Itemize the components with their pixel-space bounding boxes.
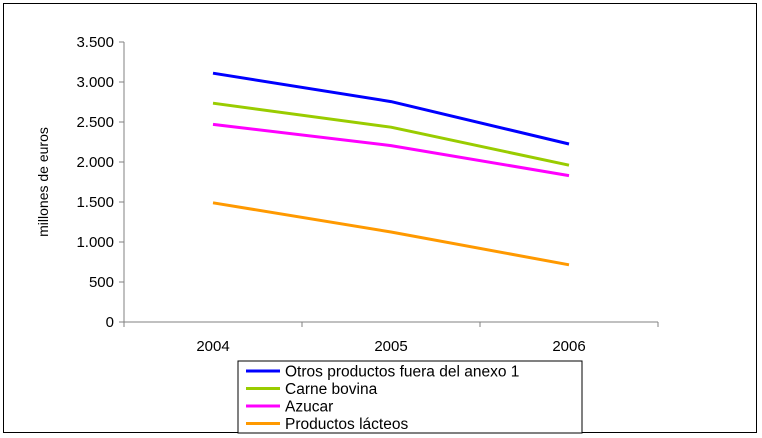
x-tick-label: 2006	[552, 338, 585, 355]
series-layer	[212, 71, 570, 267]
y-tick-label: 3.500	[76, 34, 114, 51]
legend-box	[237, 360, 583, 434]
x-tick-label: 2005	[374, 338, 407, 355]
y-tick-label: 1.500	[76, 194, 114, 211]
y-tick-label: 0	[106, 314, 114, 331]
legend-label: Productos lácteos	[285, 416, 408, 433]
y-axis-title: millones de euros	[35, 127, 51, 237]
legend-label: Azucar	[285, 399, 333, 416]
legend-label: Otros productos fuera del anexo 1	[285, 364, 519, 381]
y-tick-label: 2.500	[76, 114, 114, 131]
y-tick-label: 2.000	[76, 154, 114, 171]
y-tick-label: 3.000	[76, 74, 114, 91]
legend-label: Carne bovina	[285, 381, 378, 398]
series-line	[212, 71, 570, 146]
plot-area	[123, 42, 658, 323]
y-tick-label: 500	[89, 274, 114, 291]
y-tick-label: 1.000	[76, 234, 114, 251]
axis-ticks: 0 500 1.000 1.500 2.000 2.500 3.000 3.500 2004 20…	[76, 34, 659, 355]
series-line	[212, 201, 570, 267]
x-tick-label: 2004	[196, 338, 229, 355]
series-line	[212, 101, 570, 167]
